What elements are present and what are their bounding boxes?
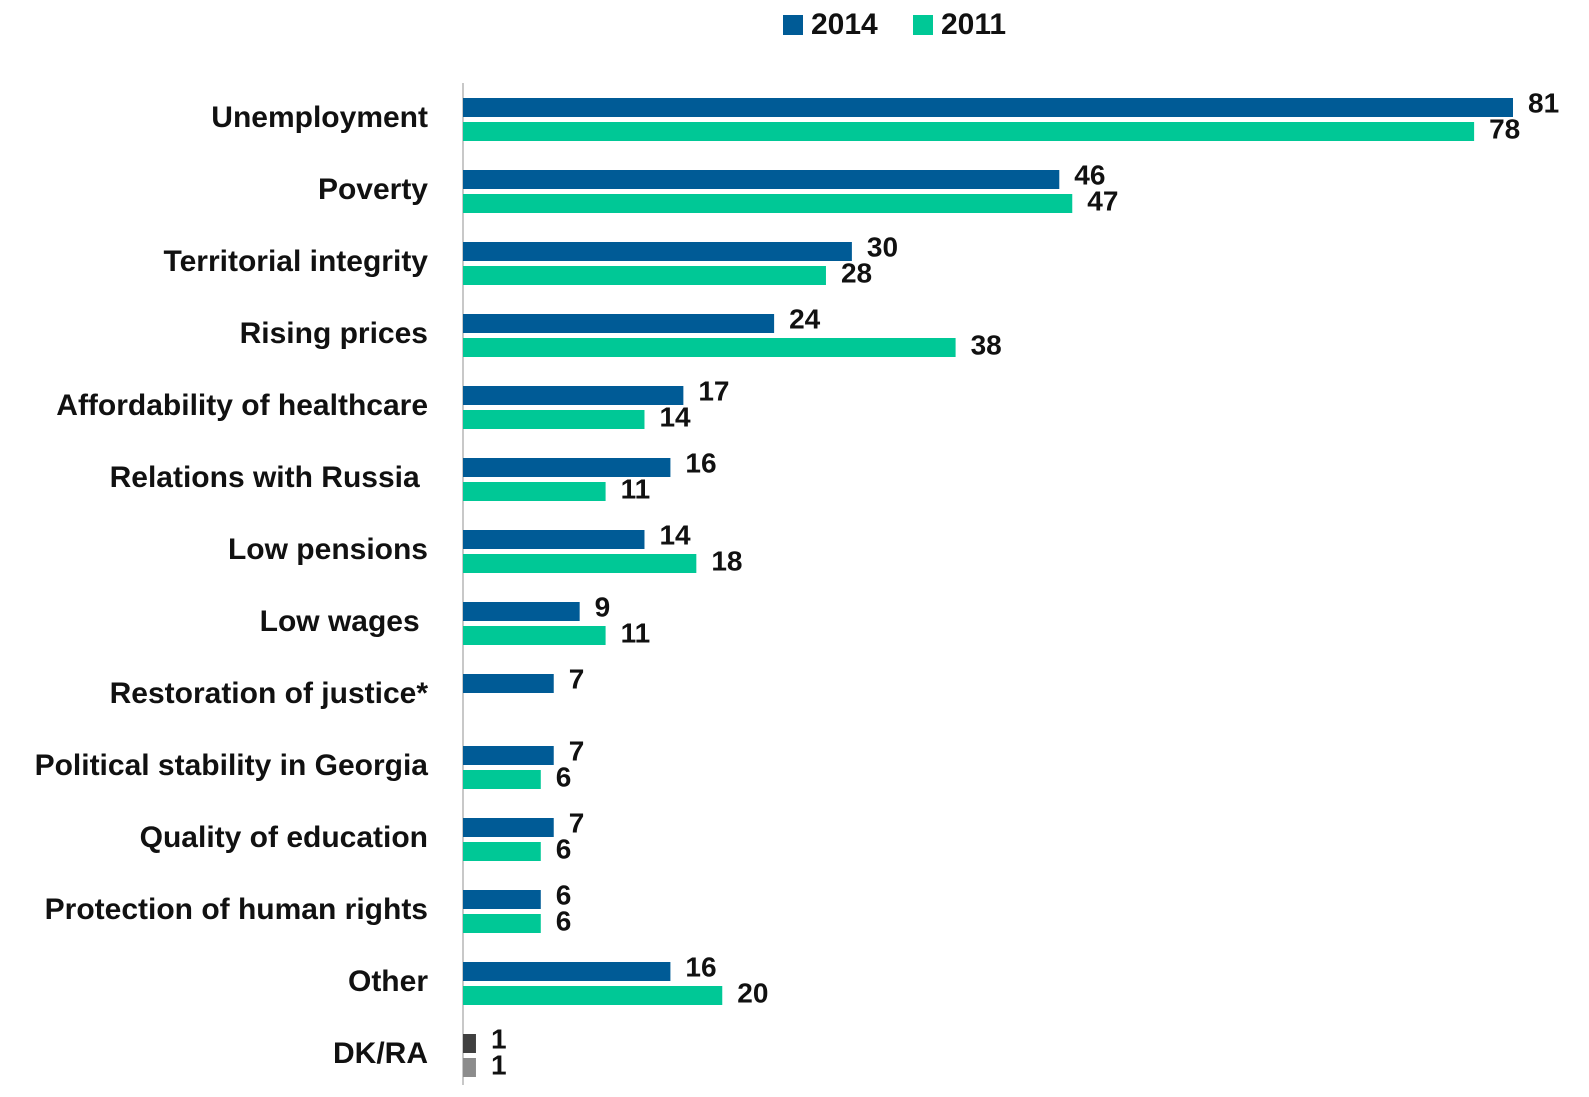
category-label: Poverty <box>318 173 428 206</box>
bar <box>463 242 852 261</box>
bar <box>463 986 723 1005</box>
bar <box>463 818 554 837</box>
category-label: Political stability in Georgia <box>35 749 429 782</box>
value-label: 24 <box>789 303 821 334</box>
bar <box>463 170 1060 189</box>
value-label: 78 <box>1489 113 1520 144</box>
value-label: 16 <box>685 951 716 982</box>
value-label: 6 <box>556 833 572 864</box>
bar <box>463 602 580 621</box>
value-label: 46 <box>1074 159 1105 190</box>
bar <box>463 770 541 789</box>
bar <box>463 842 541 861</box>
legend-swatch <box>783 15 803 35</box>
legend-swatch <box>913 15 933 35</box>
bar <box>463 458 671 477</box>
bar <box>463 1034 476 1053</box>
bar <box>463 410 645 429</box>
value-label: 7 <box>569 735 585 766</box>
value-label: 1 <box>491 1049 507 1080</box>
category-label: Other <box>348 965 428 998</box>
category-label: Relations with Russia <box>110 461 428 494</box>
category-label: Restoration of justice* <box>110 677 429 710</box>
value-label: 17 <box>698 375 729 406</box>
bar <box>463 914 541 933</box>
bar <box>463 194 1073 213</box>
value-label: 81 <box>1528 87 1559 118</box>
bar <box>463 338 956 357</box>
value-label: 38 <box>971 329 1002 360</box>
bar <box>463 386 684 405</box>
value-label: 6 <box>556 761 572 792</box>
value-label: 16 <box>685 447 716 478</box>
category-label: Rising prices <box>240 317 428 350</box>
bar <box>463 530 645 549</box>
category-label: Unemployment <box>211 101 428 134</box>
category-label: Affordability of healthcare <box>56 389 428 422</box>
bar <box>463 122 1475 141</box>
category-label: DK/RA <box>333 1037 428 1070</box>
value-label: 7 <box>569 807 585 838</box>
bar <box>463 674 554 693</box>
legend-label: 2014 <box>811 8 878 41</box>
value-label: 11 <box>621 617 651 648</box>
bar <box>463 554 697 573</box>
value-label: 9 <box>595 591 611 622</box>
value-label: 7 <box>569 663 585 694</box>
legend-label: 2011 <box>941 8 1006 41</box>
value-label: 18 <box>711 545 742 576</box>
bar <box>463 266 826 285</box>
category-label: Territorial integrity <box>164 245 429 278</box>
bar <box>463 482 606 501</box>
bar <box>463 890 541 909</box>
bar <box>463 746 554 765</box>
value-label: 6 <box>556 879 572 910</box>
category-label: Low wages <box>260 605 428 638</box>
bar <box>463 626 606 645</box>
value-label: 1 <box>491 1023 507 1054</box>
category-label: Low pensions <box>228 533 428 566</box>
value-label: 47 <box>1087 185 1118 216</box>
value-label: 6 <box>556 905 572 936</box>
bar <box>463 98 1513 117</box>
value-label: 30 <box>867 231 898 262</box>
category-label: Protection of human rights <box>45 893 428 926</box>
value-label: 14 <box>659 401 691 432</box>
category-label: Quality of education <box>140 821 428 854</box>
value-label: 28 <box>841 257 872 288</box>
bar <box>463 314 775 333</box>
value-label: 11 <box>621 473 651 504</box>
bar <box>463 962 671 981</box>
value-label: 20 <box>737 977 768 1008</box>
value-label: 14 <box>659 519 691 550</box>
bar <box>463 1058 476 1077</box>
